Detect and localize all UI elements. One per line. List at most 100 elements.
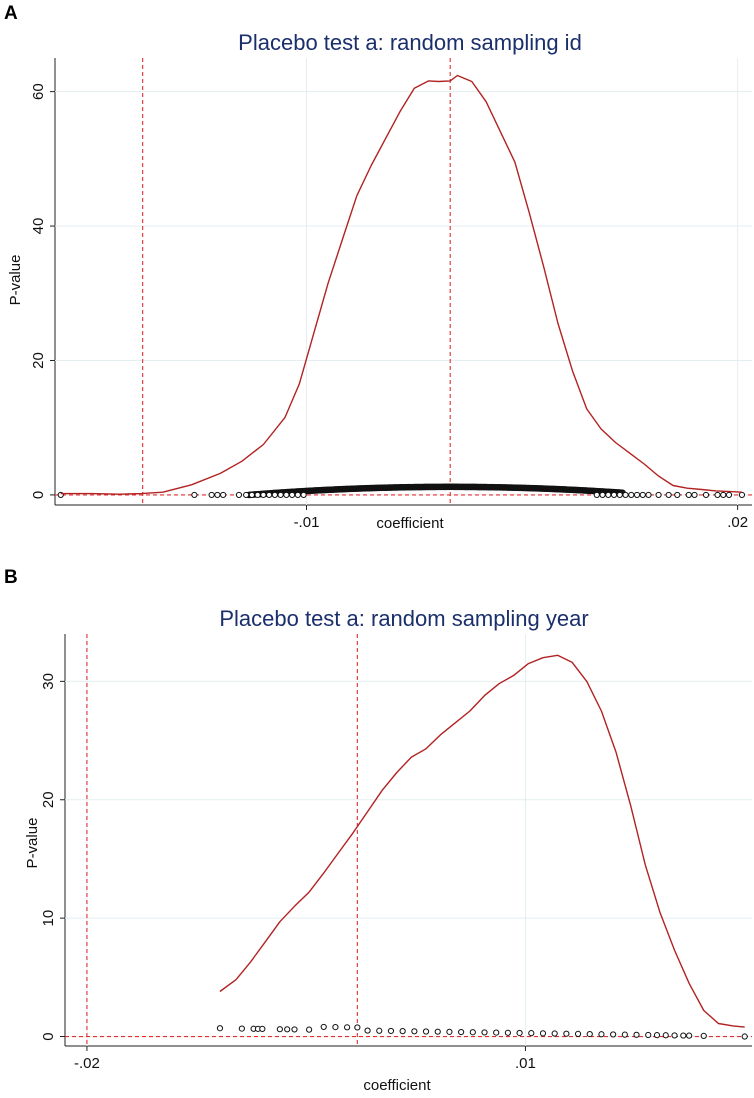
scatter-point	[277, 491, 284, 499]
scatter-point	[446, 1028, 453, 1035]
scatter-point	[593, 491, 600, 499]
scatter-point	[266, 491, 273, 499]
x-tick-label: .02	[727, 514, 748, 531]
scatter-point	[633, 1031, 640, 1038]
scatter-point	[574, 1030, 582, 1037]
x-axis-label: coefficient	[363, 1077, 431, 1094]
scatter-point	[702, 491, 710, 499]
scatter-point	[741, 1033, 748, 1040]
scatter-point	[655, 491, 662, 499]
scatter-point	[458, 1028, 465, 1036]
scatter-point	[284, 1026, 291, 1033]
scatter-point	[332, 1024, 339, 1031]
scatter-point	[725, 491, 733, 499]
panel-letter: A	[4, 3, 18, 24]
scatter-point	[364, 1027, 371, 1034]
scatter-point	[504, 1029, 511, 1036]
scatter-point	[671, 1032, 678, 1039]
scatter-point	[586, 1030, 593, 1038]
y-tick-label: 0	[40, 1032, 57, 1040]
panel-letter: B	[4, 567, 18, 588]
scatter-point	[208, 491, 215, 499]
scatter-point	[665, 491, 672, 499]
scatter-point	[685, 491, 692, 499]
scatter-point	[691, 491, 698, 499]
scatter-point	[551, 1030, 558, 1037]
panel-a: A Placebo test a: random sampling id 0 20 40…	[4, 3, 752, 532]
x-tick-label: -.01	[294, 514, 320, 531]
y-tick-label: 20	[30, 352, 47, 369]
scatter-point	[686, 1032, 693, 1039]
scatter-point	[434, 1028, 441, 1035]
density-curve	[60, 74, 742, 495]
scatter-point	[271, 491, 278, 499]
scatter-point	[291, 1026, 298, 1033]
scatter-point	[216, 1025, 224, 1032]
scatter-point	[306, 1026, 313, 1033]
scatter-point	[539, 1030, 547, 1037]
scatter-point	[610, 1031, 617, 1038]
chart-title: Placebo test a: random sampling year	[219, 606, 588, 631]
y-tick-label: 40	[30, 218, 47, 235]
scatter-point	[283, 491, 290, 499]
scatter-point	[320, 1023, 327, 1031]
scatter-point	[276, 1026, 283, 1033]
scatter-point	[622, 491, 629, 499]
scatter-point	[674, 491, 681, 499]
scatter-point	[191, 491, 198, 499]
scatter-point	[294, 491, 301, 499]
scatter-point	[344, 1024, 351, 1031]
y-axis-label: P-value	[7, 255, 24, 306]
scatter-point	[528, 1030, 535, 1037]
y-tick-label: 60	[30, 83, 47, 100]
x-tick-label: .01	[515, 1055, 536, 1072]
scatter-point	[243, 491, 250, 499]
scatter-point	[616, 491, 623, 499]
y-tick-label: 20	[40, 791, 57, 808]
scatter-point	[599, 491, 606, 499]
scatter-point	[235, 491, 243, 499]
scatter-point	[259, 1025, 266, 1033]
scatter-point	[680, 1032, 687, 1039]
scatter-point	[610, 491, 618, 499]
y-axis-label: P-value	[24, 818, 41, 869]
scatter-point	[300, 491, 307, 499]
scatter-point	[714, 491, 721, 499]
scatter-point	[700, 1032, 707, 1039]
chart-title: Placebo test a: random sampling id	[238, 30, 582, 55]
scatter-point	[639, 491, 646, 499]
y-tick-label: 10	[40, 910, 57, 927]
y-tick-label: 30	[40, 673, 57, 690]
x-tick-label: -.02	[74, 1055, 100, 1072]
scatter-point	[220, 491, 227, 499]
scatter-point	[563, 1030, 570, 1037]
scatter-point	[662, 1032, 669, 1039]
scatter-point	[738, 491, 746, 499]
scatter-point	[289, 491, 296, 499]
scatter-point	[387, 1027, 395, 1035]
scatter-point	[481, 1029, 488, 1036]
scatter-point	[399, 1028, 406, 1035]
panel-b: B Placebo test a: random sampling year 0 10…	[4, 567, 752, 1094]
density-curve	[219, 654, 745, 1028]
scatter-point	[645, 491, 652, 499]
scatter-point	[720, 491, 727, 499]
scatter-point	[605, 491, 612, 499]
scatter-point	[516, 1029, 523, 1037]
scatter-point	[628, 491, 635, 499]
scatter-point	[354, 1024, 361, 1031]
scatter-point	[633, 491, 641, 499]
scatter-point	[422, 1028, 430, 1035]
scatter-point	[469, 1029, 476, 1036]
scatter-point	[260, 491, 267, 499]
y-tick-label: 0	[30, 491, 47, 499]
scatter-point	[598, 1031, 605, 1038]
scatter-point	[376, 1027, 383, 1034]
scatter-point	[645, 1031, 652, 1039]
scatter-point	[248, 491, 255, 499]
scatter-point	[238, 1025, 245, 1032]
scatter-point	[493, 1029, 500, 1036]
scatter-point	[411, 1028, 418, 1035]
scatter-point	[254, 491, 261, 499]
